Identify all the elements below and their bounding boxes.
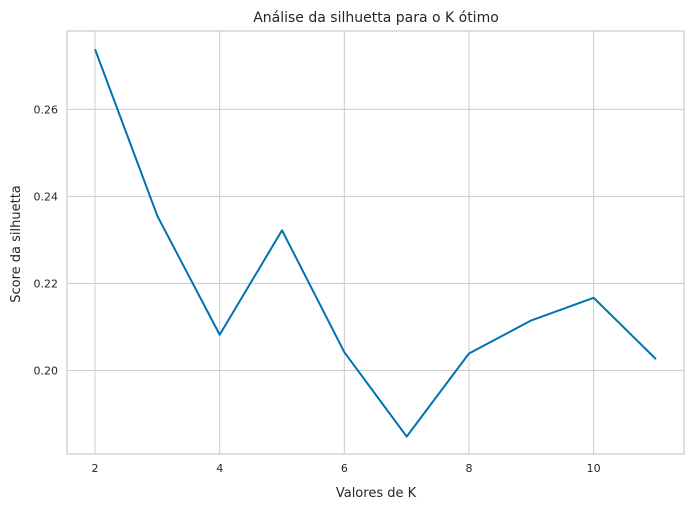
x-tick-label: 6 [341, 462, 348, 475]
y-tick-label: 0.26 [34, 103, 59, 116]
x-axis-label: Valores de K [336, 486, 417, 501]
plot-frame [66, 30, 685, 455]
x-tick-label: 4 [216, 462, 223, 475]
y-tick-label: 0.22 [34, 277, 59, 290]
y-axis-label: Score da silhuetta [9, 185, 24, 303]
grid [67, 31, 684, 454]
x-tick-label: 10 [587, 462, 601, 475]
x-tick-label: 8 [465, 462, 472, 475]
chart-title: Análise da silhuetta para o K ótimo [253, 10, 499, 26]
x-tick-label: 2 [92, 462, 99, 475]
y-tick-label: 0.24 [34, 190, 59, 203]
series-line [94, 48, 657, 438]
tick-labels: 2 4 6 8 10 0.20 0.22 0.24 0.26 [34, 103, 601, 475]
y-tick-label: 0.20 [34, 364, 59, 377]
